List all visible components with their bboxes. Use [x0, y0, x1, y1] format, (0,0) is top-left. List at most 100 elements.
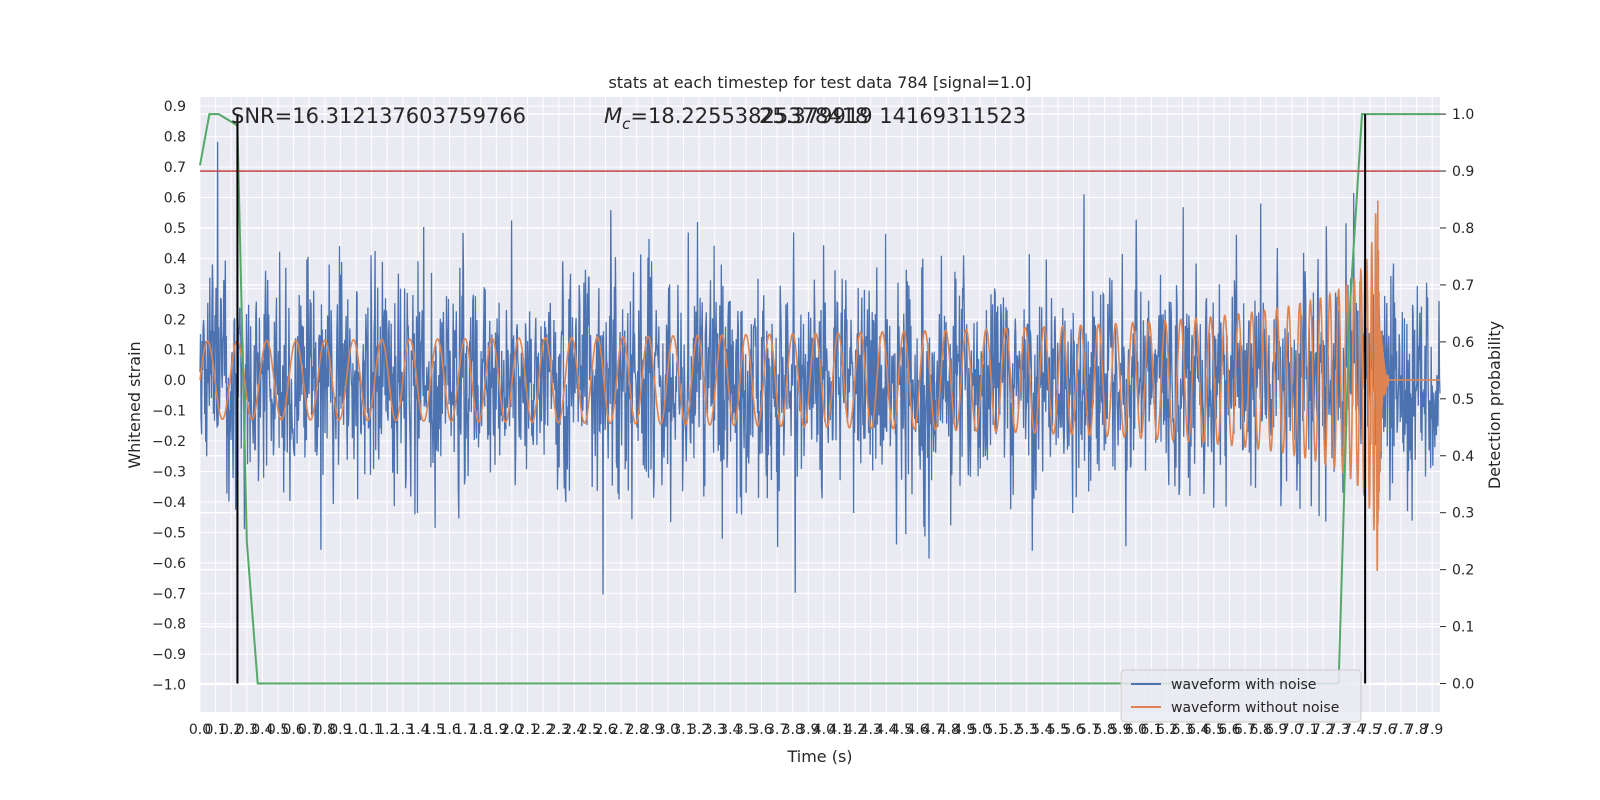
y2-tick-label-8: 0.2	[1452, 563, 1474, 579]
x-tick-label-55: 5.5	[1047, 722, 1069, 738]
y2-tick-label-6: 0.4	[1452, 449, 1474, 465]
x-tick-label-39: 3.9	[797, 722, 819, 738]
overlap-annotation: 25.379919 14169311523	[759, 104, 1026, 128]
x-tick-label-45: 4.5	[891, 722, 913, 738]
legend-label-clean: waveform without noise	[1171, 700, 1339, 716]
x-tick-label-60: 6.0	[1125, 722, 1147, 738]
x-tick-label-8: 0.8	[314, 722, 336, 738]
x-tick-label-63: 6.3	[1172, 722, 1194, 738]
series-waveform-with-noise	[199, 141, 1441, 595]
x-tick-label-59: 5.9	[1109, 722, 1131, 738]
x-tick-label-54: 5.4	[1031, 722, 1053, 738]
y-axis-label: Whitened strain	[125, 341, 144, 468]
x-tick-label-25: 2.5	[579, 722, 601, 738]
x-tick-label-72: 7.2	[1312, 722, 1334, 738]
x-tick-label-47: 4.7	[922, 722, 944, 738]
x-tick-label-3: 0.3	[236, 722, 258, 738]
x-tick-label-74: 7.4	[1343, 722, 1365, 738]
x-tick-label-22: 2.2	[532, 722, 554, 738]
x-tick-label-73: 7.3	[1327, 722, 1349, 738]
x-tick-label-16: 1.6	[438, 722, 460, 738]
x-tick-label-11: 1.1	[360, 722, 382, 738]
y-tick-label-1: 0.8	[164, 130, 186, 146]
x-tick-label-57: 5.7	[1078, 722, 1100, 738]
x-tick-label-35: 3.5	[735, 722, 757, 738]
y-tick-label-17: −0.8	[152, 617, 186, 633]
x-tick-label-4: 0.4	[251, 722, 273, 738]
x-tick-label-0: 0.0	[189, 722, 211, 738]
series-waveform-without-noise	[199, 200, 1440, 571]
chirp-mass-symbol: M	[604, 104, 622, 128]
x-tick-label-56: 5.6	[1062, 722, 1084, 738]
y-tick-label-12: −0.3	[152, 464, 186, 480]
x-tick-label-17: 1.7	[454, 722, 476, 738]
x-tick-label-49: 4.9	[953, 722, 975, 738]
x-tick-label-18: 1.8	[470, 722, 492, 738]
y-tick-label-4: 0.5	[164, 221, 186, 237]
x-tick-label-15: 1.5	[423, 722, 445, 738]
x-tick-label-13: 1.3	[392, 722, 414, 738]
legend-box	[1120, 669, 1362, 723]
x-tick-label-9: 0.9	[329, 722, 351, 738]
x-tick-label-2: 0.2	[220, 722, 242, 738]
y-tick-label-9: 0.0	[164, 373, 186, 389]
y-tick-label-15: −0.6	[152, 556, 186, 572]
chart-title: stats at each timestep for test data 784…	[608, 73, 1031, 92]
x-tick-label-20: 2.0	[501, 722, 523, 738]
x-tick-label-64: 6.4	[1187, 722, 1209, 738]
y-tick-label-14: −0.5	[152, 525, 186, 541]
x-tick-label-26: 2.6	[594, 722, 616, 738]
y-tick-label-18: −0.9	[152, 647, 186, 663]
x-tick-label-68: 6.8	[1249, 722, 1271, 738]
x-tick-label-52: 5.2	[1000, 722, 1022, 738]
x-axis-label: Time (s)	[786, 747, 852, 766]
x-tick-label-58: 5.8	[1094, 722, 1116, 738]
snr-annotation: SNR=16.312137603759766	[231, 104, 526, 128]
y-tick-label-19: −1.0	[152, 678, 186, 694]
y-tick-label-5: 0.4	[164, 251, 186, 267]
y2-tick-label-0: 1.0	[1452, 107, 1474, 123]
x-tick-label-7: 0.7	[298, 722, 320, 738]
x-tick-label-41: 4.1	[828, 722, 850, 738]
x-tick-label-34: 3.4	[719, 722, 741, 738]
x-tick-label-23: 2.3	[548, 722, 570, 738]
x-tick-label-76: 7.6	[1374, 722, 1396, 738]
x-tick-label-77: 7.7	[1390, 722, 1412, 738]
y-tick-label-13: −0.4	[152, 495, 186, 511]
y-tick-label-11: −0.2	[152, 434, 186, 450]
x-tick-label-27: 2.7	[610, 722, 632, 738]
chirp-mass-subscript: c	[622, 115, 631, 133]
x-tick-label-10: 1.0	[345, 722, 367, 738]
x-tick-label-36: 3.6	[750, 722, 772, 738]
x-tick-label-67: 6.7	[1234, 722, 1256, 738]
y2-axis-label: Detection probability	[1485, 321, 1504, 489]
x-tick-label-19: 1.9	[485, 722, 507, 738]
y-tick-label-16: −0.7	[152, 586, 186, 602]
x-tick-label-6: 0.6	[282, 722, 304, 738]
legend-label-noise: waveform with noise	[1171, 677, 1316, 693]
x-tick-label-50: 5.0	[969, 722, 991, 738]
x-tick-label-28: 2.8	[626, 722, 648, 738]
threshold-and-markers	[200, 114, 1440, 684]
line-detection-probability	[199, 113, 1440, 685]
x-tick-label-53: 5.3	[1016, 722, 1038, 738]
chirp-mass-annotation: Mc=18.22553825378418	[604, 104, 868, 133]
y-tick-label-2: 0.7	[164, 160, 186, 176]
y-tick-label-6: 0.3	[164, 282, 186, 298]
x-tick-label-12: 1.2	[376, 722, 398, 738]
line-waveform-with-noise	[199, 141, 1441, 595]
y2-tick-label-5: 0.5	[1452, 392, 1474, 408]
y2-tick-label-4: 0.6	[1452, 335, 1474, 351]
x-tick-label-61: 6.1	[1140, 722, 1162, 738]
left-y-axis-ticks: 0.9 0.8 0.7 0.6 0.5 0.4 0.3 0.2 0.1 0.0 −0.1 −0.2 −0…	[152, 99, 186, 693]
x-tick-label-42: 4.2	[844, 722, 866, 738]
x-tick-label-40: 4.0	[813, 722, 835, 738]
x-tick-label-69: 6.9	[1265, 722, 1287, 738]
y2-tick-label-3: 0.7	[1452, 278, 1474, 294]
x-tick-label-29: 2.9	[641, 722, 663, 738]
x-tick-label-71: 7.1	[1296, 722, 1318, 738]
y2-tick-label-10: 0.0	[1452, 677, 1474, 693]
x-tick-label-48: 4.8	[938, 722, 960, 738]
x-tick-label-43: 4.3	[860, 722, 882, 738]
